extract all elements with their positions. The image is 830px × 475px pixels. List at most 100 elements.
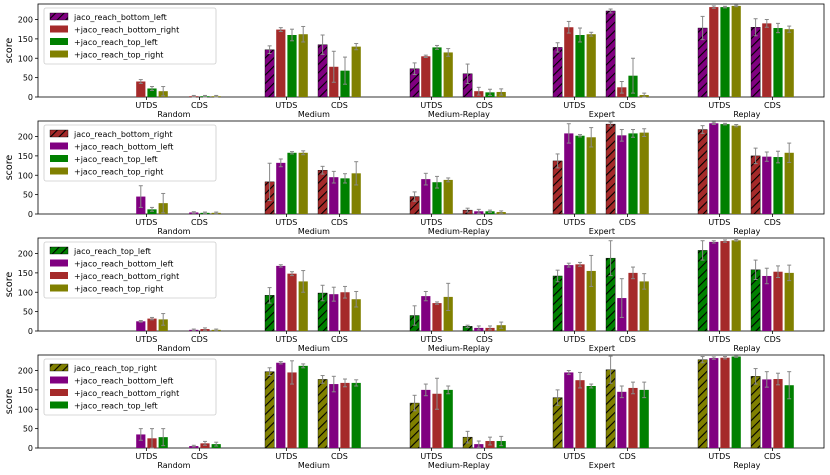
x-tick-label: UTDS bbox=[708, 101, 730, 110]
legend-label: +jaco_reach_top_right bbox=[74, 168, 163, 177]
x-tick-label: UTDS bbox=[563, 452, 585, 461]
bar-jaco-reach-bottom-right-medium-cds bbox=[340, 292, 350, 331]
x-tick-label: CDS bbox=[191, 218, 208, 227]
legend-swatch-jaco-reach-top-right bbox=[49, 363, 69, 372]
legend: jaco_reach_bottom_right +jaco_reach_botto… bbox=[43, 124, 217, 182]
bar-jaco-reach-bottom-right-expert-utds bbox=[564, 27, 574, 97]
legend-swatch-jaco-reach-bottom-left bbox=[50, 142, 68, 150]
x-tick-label: UTDS bbox=[135, 452, 157, 461]
bar-jaco-reach-top-left-replay-utds bbox=[720, 124, 730, 214]
bar-jaco-reach-top-right-replay-utds bbox=[697, 359, 708, 449]
bar-jaco-reach-top-left-medium-cds bbox=[340, 178, 350, 214]
bar-jaco-reach-top-left-replay-cds bbox=[773, 157, 783, 214]
group-label: Random bbox=[157, 461, 190, 470]
bar-jaco-reach-bottom-right-medium-replay-utds bbox=[432, 303, 442, 331]
x-tick-label: CDS bbox=[619, 335, 636, 344]
bar-jaco-reach-bottom-right-expert-utds bbox=[552, 160, 563, 215]
bar-jaco-reach-bottom-left-replay-cds bbox=[762, 379, 772, 448]
bar-jaco-reach-bottom-right-expert-utds bbox=[575, 264, 585, 331]
legend-label: +jaco_reach_bottom_right bbox=[74, 26, 179, 35]
bar-jaco-reach-top-right-expert-cds bbox=[639, 281, 649, 331]
bar-jaco-reach-top-left-expert-cds bbox=[639, 389, 649, 448]
x-tick-label: UTDS bbox=[708, 452, 730, 461]
bar-jaco-reach-bottom-right-medium-utds bbox=[276, 29, 286, 98]
bar-jaco-reach-top-right-medium-cds bbox=[351, 46, 361, 97]
group-label: Expert bbox=[589, 461, 615, 470]
bar-jaco-reach-top-left-replay-utds bbox=[720, 7, 730, 98]
x-tick-label: UTDS bbox=[563, 101, 585, 110]
legend-label: jaco_reach_top_right bbox=[73, 364, 157, 373]
bar-jaco-reach-bottom-right-medium-cds bbox=[317, 170, 328, 215]
bar-jaco-reach-bottom-right-replay-cds bbox=[762, 23, 772, 97]
bar-jaco-reach-top-left-medium-replay-utds bbox=[432, 47, 442, 97]
bar-jaco-reach-bottom-right-medium-cds bbox=[340, 382, 350, 448]
x-tick-label: CDS bbox=[331, 218, 348, 227]
group-label: Medium-Replay bbox=[428, 227, 490, 236]
legend-box bbox=[43, 241, 217, 299]
bar-jaco-reach-top-left-medium-replay-utds bbox=[432, 182, 442, 214]
x-tick-label: UTDS bbox=[275, 101, 297, 110]
bar-jaco-reach-top-right-expert-utds bbox=[586, 34, 596, 97]
x-tick-label: CDS bbox=[764, 452, 781, 461]
bar-jaco-reach-top-right-medium-utds bbox=[298, 34, 308, 97]
legend-label: jaco_reach_top_left bbox=[73, 247, 151, 256]
bar-jaco-reach-bottom-left-medium-replay-utds bbox=[421, 389, 431, 448]
bar-jaco-reach-top-right-replay-utds bbox=[731, 240, 741, 331]
y-axis-label: score bbox=[4, 389, 15, 415]
bar-jaco-reach-top-right-medium-replay-utds bbox=[443, 296, 453, 331]
bar-jaco-reach-top-left-expert-utds bbox=[552, 275, 563, 332]
group-label: Expert bbox=[589, 344, 615, 353]
group-label: Replay bbox=[733, 110, 760, 119]
bar-jaco-reach-bottom-left-replay-cds bbox=[762, 275, 772, 331]
group-label: Replay bbox=[733, 461, 760, 470]
x-tick-label: CDS bbox=[331, 101, 348, 110]
bar-jaco-reach-bottom-right-replay-utds bbox=[720, 241, 730, 331]
y-tick-label: 50 bbox=[23, 308, 33, 317]
bar-jaco-reach-bottom-right-replay-utds bbox=[709, 7, 719, 98]
bar-jaco-reach-bottom-left-random-utds bbox=[136, 321, 146, 331]
legend-label: jaco_reach_bottom_left bbox=[73, 13, 167, 22]
bar-jaco-reach-bottom-left-medium-utds bbox=[264, 49, 275, 98]
group-label: Medium bbox=[298, 227, 330, 236]
legend-swatch-jaco-reach-bottom-right bbox=[50, 389, 68, 396]
y-tick-label: 0 bbox=[28, 93, 33, 102]
bar-jaco-reach-top-right-medium-cds bbox=[351, 173, 361, 214]
y-tick-label: 50 bbox=[23, 74, 33, 83]
legend-swatch-jaco-reach-bottom-left bbox=[50, 376, 68, 384]
bar-jaco-reach-top-left-replay-cds bbox=[784, 385, 794, 448]
x-tick-label: CDS bbox=[764, 218, 781, 227]
legend-swatch-jaco-reach-top-right bbox=[50, 167, 68, 175]
y-tick-label: 0 bbox=[28, 327, 33, 336]
x-tick-label: CDS bbox=[191, 452, 208, 461]
x-tick-label: UTDS bbox=[708, 218, 730, 227]
legend-label: +jaco_reach_bottom_left bbox=[74, 260, 173, 269]
bar-jaco-reach-bottom-left-medium-utds bbox=[276, 265, 286, 331]
legend-swatch-jaco-reach-bottom-right bbox=[49, 129, 69, 138]
bar-jaco-reach-top-right-medium-replay-utds bbox=[443, 179, 453, 214]
bar-jaco-reach-bottom-left-replay-utds bbox=[709, 123, 719, 214]
bar-jaco-reach-bottom-left-medium-replay-utds bbox=[421, 179, 431, 214]
bar-jaco-reach-bottom-right-replay-cds bbox=[750, 155, 761, 215]
bar-jaco-reach-top-right-medium-cds bbox=[351, 299, 361, 331]
x-tick-label: UTDS bbox=[708, 335, 730, 344]
y-tick-label: 50 bbox=[23, 425, 33, 434]
legend-swatch-jaco-reach-bottom-left bbox=[49, 12, 69, 21]
bar-jaco-reach-bottom-right-random-utds bbox=[147, 318, 157, 331]
bar-jaco-reach-bottom-left-replay-utds bbox=[709, 358, 719, 448]
x-tick-label: CDS bbox=[619, 101, 636, 110]
y-tick-label: 200 bbox=[18, 367, 33, 376]
group-label: Medium bbox=[298, 344, 330, 353]
bar-jaco-reach-top-left-medium-utds bbox=[298, 365, 308, 448]
legend-label: +jaco_reach_bottom_left bbox=[74, 143, 173, 152]
bar-jaco-reach-bottom-left-medium-cds bbox=[329, 294, 339, 331]
bar-jaco-reach-top-right-replay-utds bbox=[731, 5, 741, 97]
x-tick-label: CDS bbox=[476, 101, 493, 110]
group-label: Medium-Replay bbox=[428, 344, 490, 353]
y-tick-label: 0 bbox=[28, 444, 33, 453]
bar-jaco-reach-top-left-expert-utds bbox=[575, 135, 585, 214]
group-label: Random bbox=[157, 227, 190, 236]
x-tick-label: UTDS bbox=[420, 335, 442, 344]
x-tick-label: CDS bbox=[619, 218, 636, 227]
